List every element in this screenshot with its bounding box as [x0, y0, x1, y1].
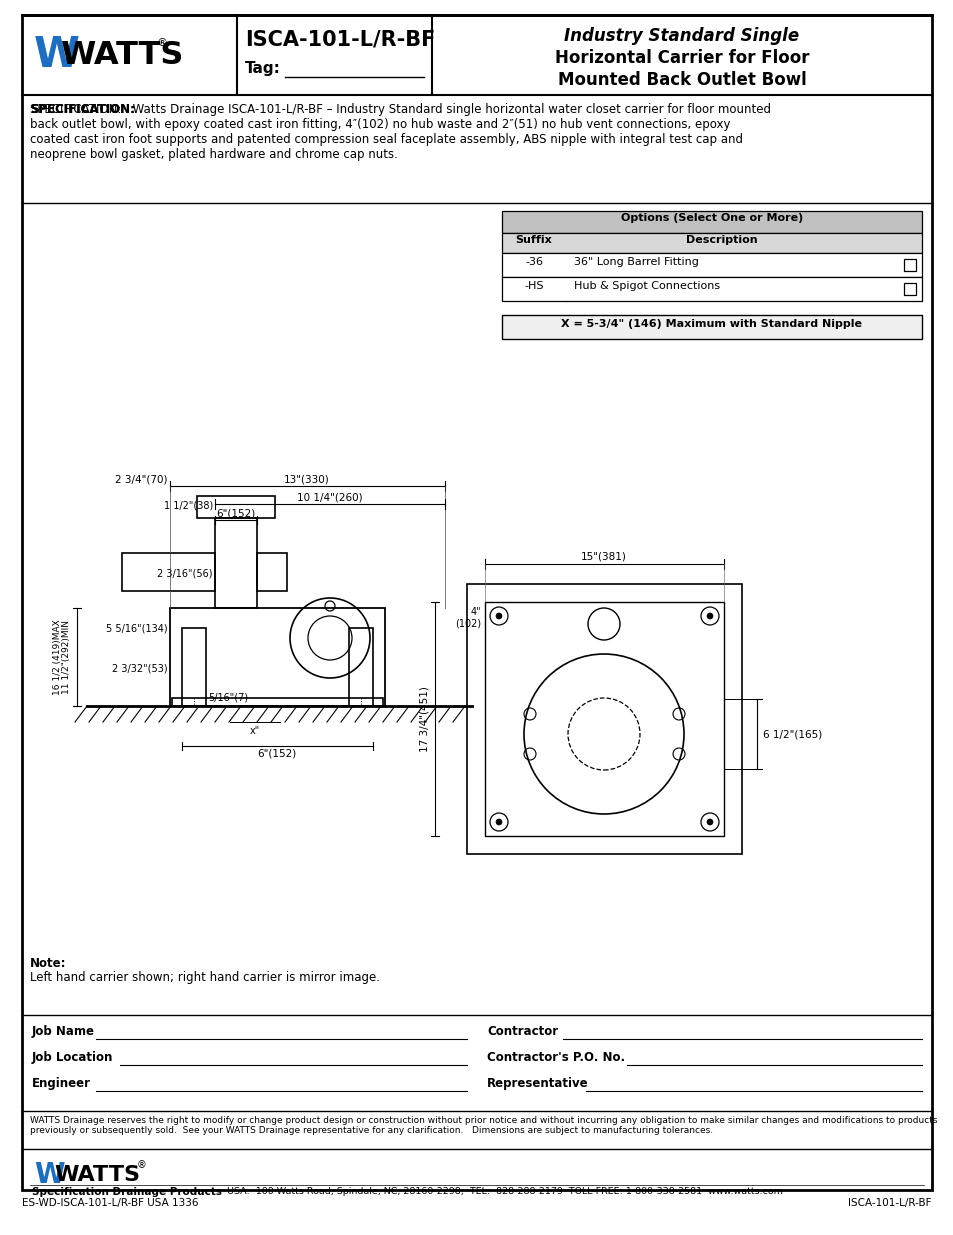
Text: 2 3/16"(56): 2 3/16"(56) [157, 568, 213, 578]
Text: 13"(330): 13"(330) [284, 474, 330, 484]
Text: -HS: -HS [524, 282, 543, 291]
Text: Engineer: Engineer [32, 1077, 91, 1091]
Text: ®: ® [157, 38, 168, 48]
Text: Job Location: Job Location [32, 1051, 113, 1065]
Text: Representative: Representative [486, 1077, 588, 1091]
Bar [484, 601, 723, 836]
Bar [467, 584, 741, 853]
Text: USA:  100 Watts Road, Spindale, NC, 28160-2298;  TEL:  828-288-2179  TOLL-FREE: : USA: 100 Watts Road, Spindale, NC, 28160… [227, 1187, 782, 1195]
Text: SPECIFICATION:: SPECIFICATION: [30, 103, 135, 116]
Circle shape [496, 819, 501, 825]
Text: X = 5-3/4" (146) Maximum with Standard Nipple: X = 5-3/4" (146) Maximum with Standard N… [561, 319, 862, 329]
Text: WATTS Drainage reserves the right to modify or change product design or construc: WATTS Drainage reserves the right to mod… [30, 1116, 937, 1135]
Text: 2 3/4"(70): 2 3/4"(70) [115, 474, 168, 484]
Text: Job Name: Job Name [32, 1025, 95, 1037]
Text: 15"(381): 15"(381) [580, 551, 626, 561]
Text: -36: -36 [524, 257, 542, 267]
Text: x": x" [250, 726, 260, 736]
Text: 1 1/2"(38): 1 1/2"(38) [164, 500, 213, 510]
Bar [170, 608, 385, 706]
Bar [501, 315, 921, 338]
Text: Hub & Spigot Connections: Hub & Spigot Connections [574, 282, 720, 291]
Circle shape [706, 613, 712, 619]
Bar [903, 259, 915, 270]
Bar [172, 698, 382, 706]
Text: Left hand carrier shown; right hand carrier is mirror image.: Left hand carrier shown; right hand carr… [30, 971, 379, 984]
Text: Note:: Note: [30, 957, 67, 969]
Text: WATTS: WATTS [60, 40, 183, 70]
Bar [501, 211, 921, 233]
Text: W: W [34, 1161, 65, 1189]
Text: Mounted Back Outlet Bowl: Mounted Back Outlet Bowl [558, 70, 805, 89]
Text: 6 1/2"(165): 6 1/2"(165) [762, 729, 821, 739]
Bar [256, 553, 287, 592]
Text: Suffix: Suffix [515, 235, 552, 245]
Bar [122, 553, 214, 592]
Text: Tag:: Tag: [245, 61, 280, 77]
Text: Specification Drainage Products: Specification Drainage Products [32, 1187, 222, 1197]
Text: ES-WD-ISCA-101-L/R-BF USA 1336: ES-WD-ISCA-101-L/R-BF USA 1336 [22, 1198, 198, 1208]
Text: 5 5/16"(134): 5 5/16"(134) [107, 622, 168, 634]
Bar [501, 253, 921, 277]
Text: ISCA-101-L/R-BF: ISCA-101-L/R-BF [847, 1198, 931, 1208]
Text: Contractor's P.O. No.: Contractor's P.O. No. [486, 1051, 624, 1065]
Bar [182, 629, 206, 706]
Text: Description: Description [685, 235, 757, 245]
Text: 6"(152): 6"(152) [216, 508, 255, 517]
Circle shape [706, 819, 712, 825]
Text: W: W [34, 35, 80, 77]
Text: ®: ® [137, 1160, 147, 1170]
Text: SPECIFICATION:   Watts Drainage ISCA-101-L/R-BF – Industry Standard single horiz: SPECIFICATION: Watts Drainage ISCA-101-L… [30, 103, 770, 161]
Text: 17 3/4"(451): 17 3/4"(451) [419, 687, 430, 752]
Text: 5/16"(7): 5/16"(7) [208, 692, 248, 701]
Text: Horizontal Carrier for Floor: Horizontal Carrier for Floor [554, 49, 808, 67]
Text: 2 3/32"(53): 2 3/32"(53) [112, 663, 168, 673]
Text: WATTS: WATTS [54, 1165, 140, 1186]
Text: ISCA-101-L/R-BF: ISCA-101-L/R-BF [245, 28, 435, 49]
Text: 36" Long Barrel Fitting: 36" Long Barrel Fitting [574, 257, 699, 267]
Bar [903, 283, 915, 295]
Text: SPECIFICATION:: SPECIFICATION: [30, 103, 135, 116]
Text: 10 1/4"(260): 10 1/4"(260) [297, 492, 362, 501]
Bar [501, 233, 921, 253]
Text: 6"(152): 6"(152) [257, 748, 296, 758]
Text: 11 1/2"(292)MIN: 11 1/2"(292)MIN [62, 620, 71, 694]
Circle shape [496, 613, 501, 619]
Text: Industry Standard Single: Industry Standard Single [564, 27, 799, 44]
Text: 4"
(102): 4" (102) [455, 608, 480, 629]
Bar [349, 629, 373, 706]
Text: Options (Select One or More): Options (Select One or More) [620, 212, 802, 224]
Bar [214, 517, 256, 608]
Text: Contractor: Contractor [486, 1025, 558, 1037]
Text: 16 1/2 (419)MAX: 16 1/2 (419)MAX [53, 619, 62, 695]
Bar [196, 496, 274, 517]
Bar [501, 277, 921, 301]
